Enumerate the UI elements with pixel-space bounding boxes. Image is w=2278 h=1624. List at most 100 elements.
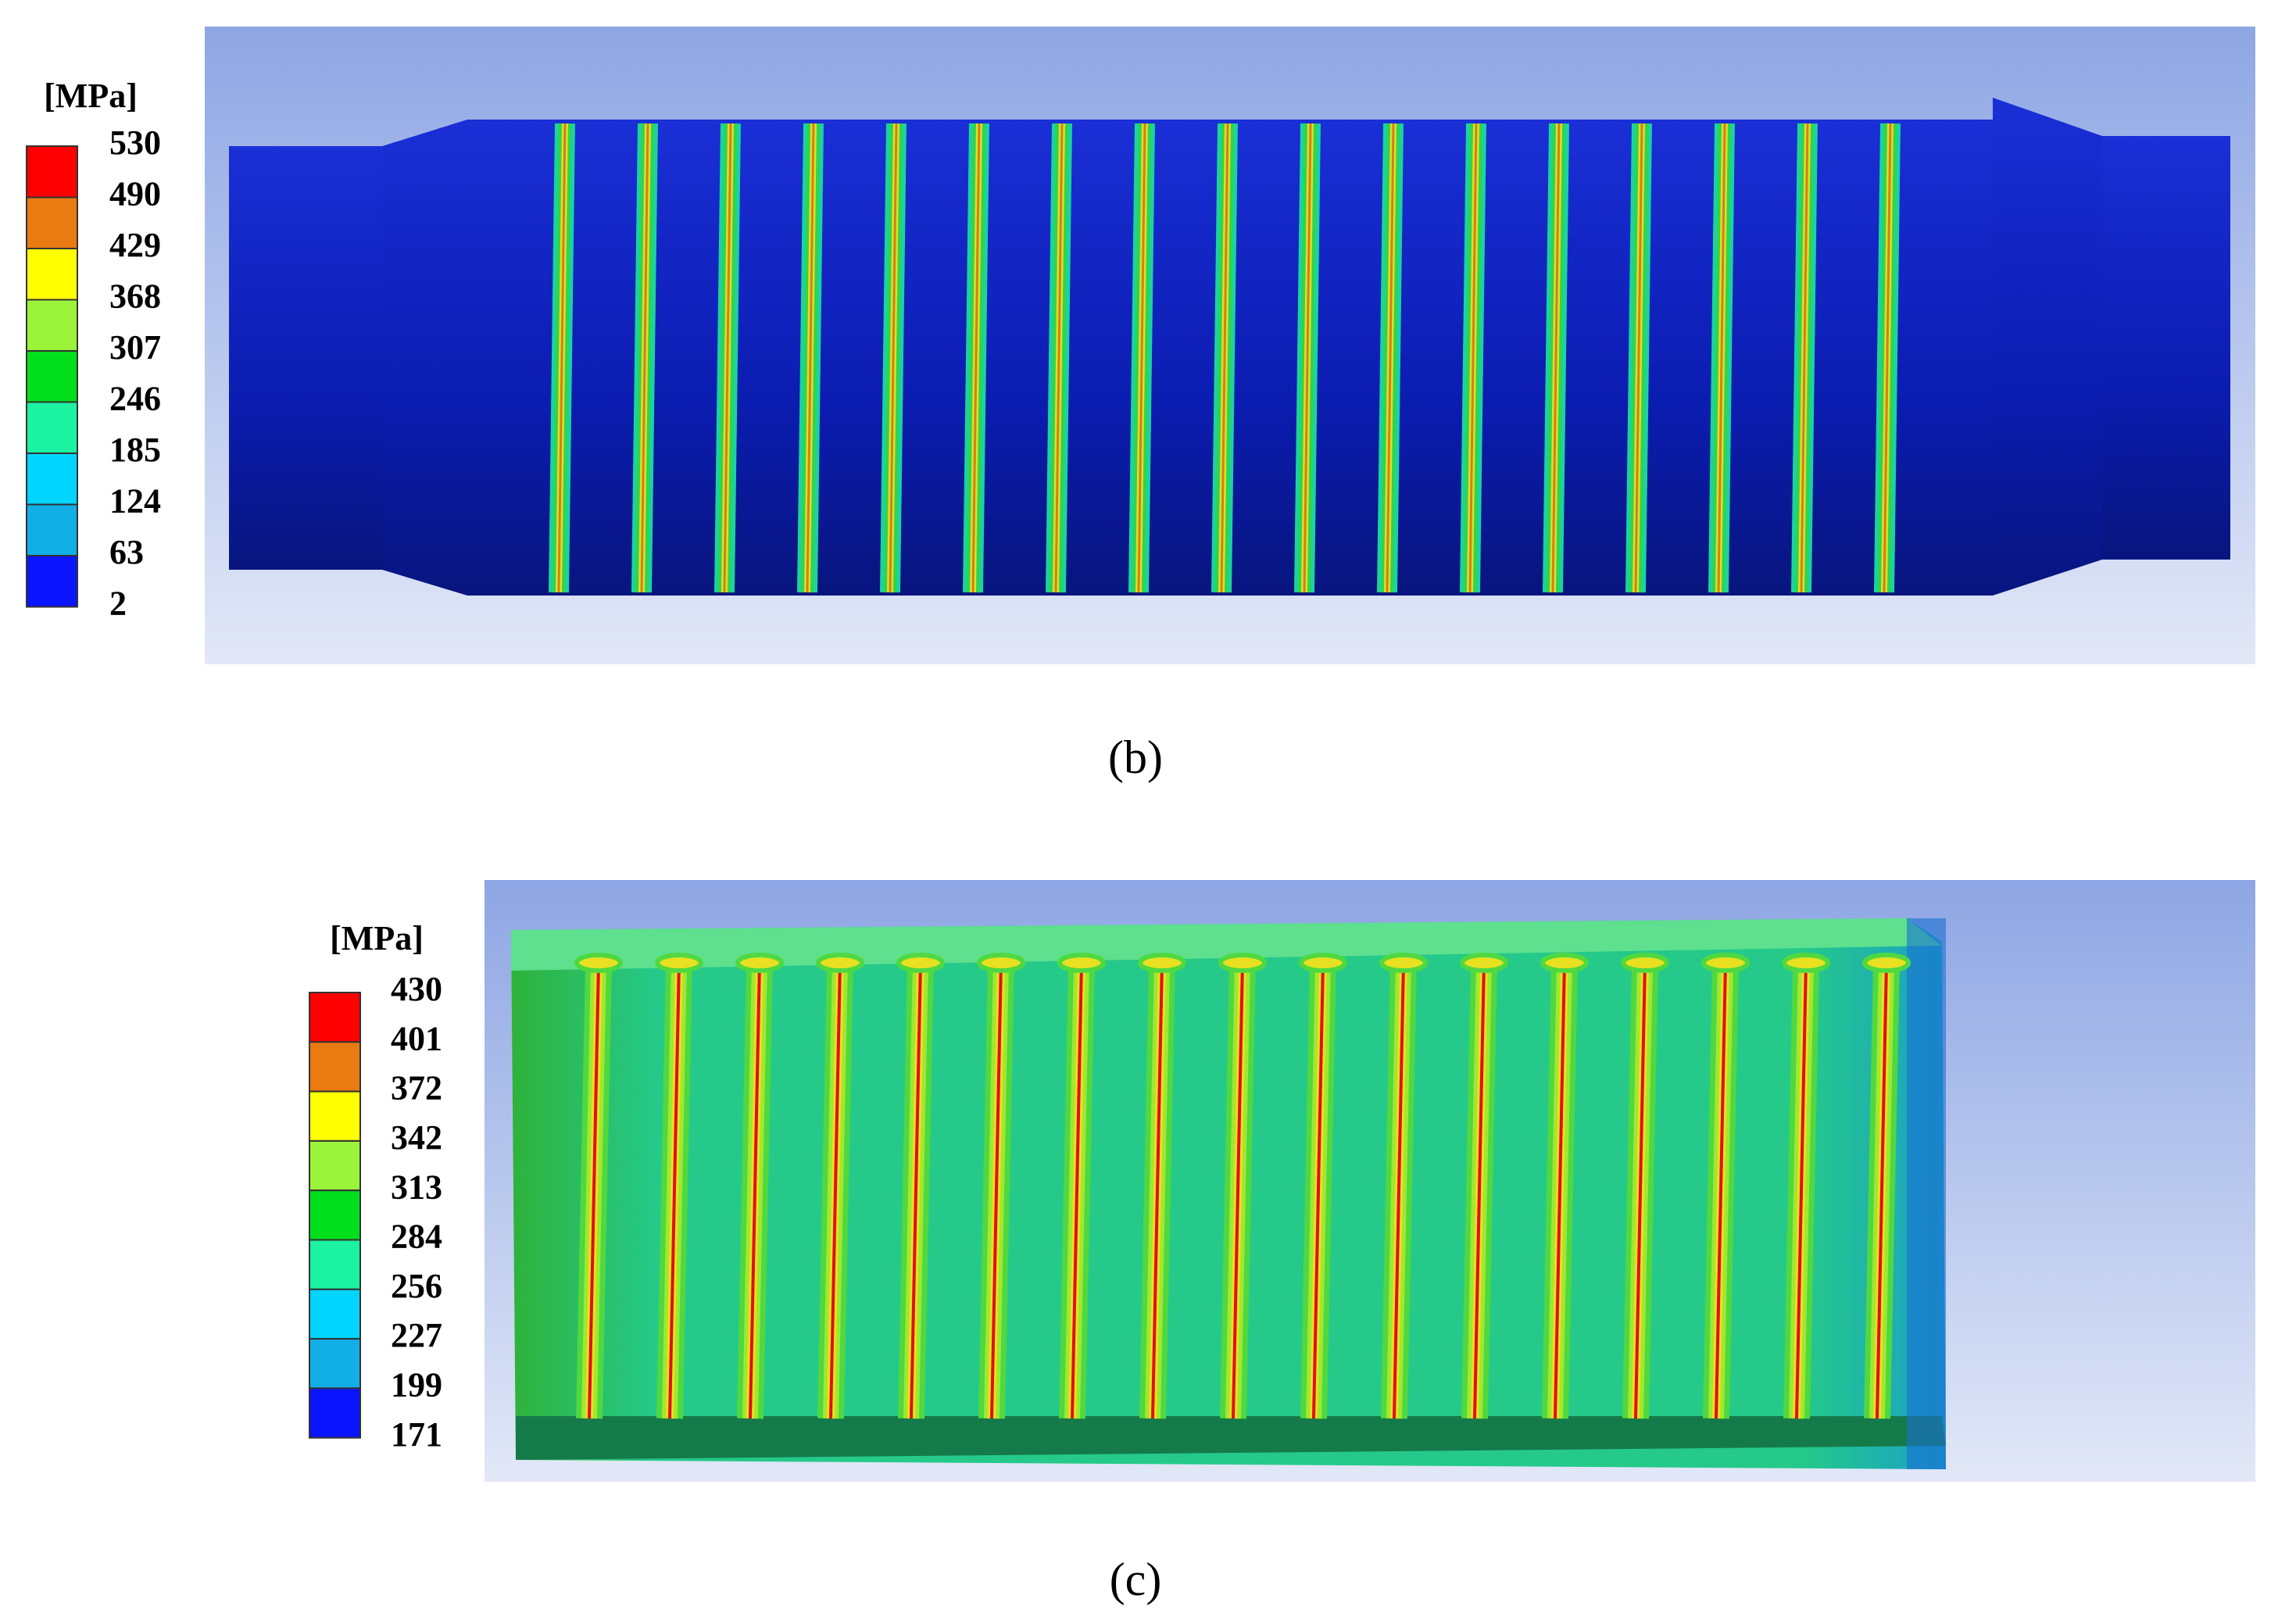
legend-swatch — [309, 1288, 361, 1340]
hole — [896, 953, 945, 973]
legend-label: 227 — [391, 1316, 442, 1354]
stress-band — [668, 962, 681, 1419]
stress-band — [910, 962, 922, 1419]
stress-band — [1151, 962, 1164, 1419]
legend-swatch — [309, 1139, 361, 1192]
edge — [1907, 918, 1946, 1469]
panel-c: [MPa] 430 401 372 342 313 284 256 227 199 171 (c) — [309, 880, 2255, 1605]
stress-band — [1232, 962, 1244, 1419]
stress-band — [1876, 962, 1888, 1419]
stress-band — [1071, 962, 1083, 1419]
legend-label: 401 — [391, 1019, 442, 1057]
hole — [1862, 953, 1911, 973]
legend-label: 63 — [109, 533, 144, 571]
legend-swatch — [26, 503, 78, 556]
hole — [1540, 953, 1589, 973]
hole — [1460, 953, 1508, 973]
stress-band — [557, 123, 567, 593]
stress-band — [971, 123, 981, 593]
hole — [1218, 953, 1267, 973]
panel-caption: (c) — [1110, 1554, 1162, 1605]
taper — [382, 120, 467, 596]
legend-label: 185 — [109, 431, 161, 469]
hole — [655, 953, 703, 973]
legend-label: 284 — [391, 1218, 442, 1256]
legend-swatch — [309, 1090, 361, 1142]
hole — [816, 953, 864, 973]
legend-swatch — [309, 1338, 361, 1390]
legend-label: 368 — [109, 277, 161, 316]
hole — [1379, 953, 1428, 973]
stress-band — [1468, 123, 1478, 593]
legend-label: 2 — [109, 585, 127, 623]
stress-band — [829, 962, 842, 1419]
stress-band — [1634, 962, 1647, 1419]
end-cap — [2102, 136, 2230, 560]
legend-swatch — [26, 299, 78, 352]
legend-swatch — [309, 1387, 361, 1439]
stress-band — [1554, 962, 1566, 1419]
hole — [1782, 953, 1830, 973]
stress-band — [1054, 123, 1064, 593]
hole — [977, 953, 1025, 973]
legend-label: 313 — [391, 1168, 442, 1206]
legend-label: 199 — [391, 1365, 442, 1404]
legend-label: 530 — [109, 123, 161, 162]
hole — [1621, 953, 1669, 973]
legend-label: 307 — [109, 328, 161, 367]
panel-caption: (b) — [1108, 732, 1163, 783]
stress-band — [1473, 962, 1486, 1419]
legend-swatch — [26, 350, 78, 403]
legend-swatch — [26, 145, 78, 199]
legend-swatch — [309, 1189, 361, 1241]
legend-unit: [MPa] — [330, 919, 424, 957]
stress-band — [1717, 123, 1726, 593]
stress-band — [806, 123, 815, 593]
panel-b: [MPa] 530 490 429 368 307 246 185 124 63 2 (b) — [26, 27, 2255, 783]
hole — [1299, 953, 1347, 973]
taper — [1993, 98, 2102, 596]
legend-swatch — [26, 196, 78, 249]
legend-swatch — [309, 992, 361, 1043]
stress-band — [1312, 962, 1325, 1419]
hole — [574, 953, 623, 973]
stress-band — [990, 962, 1003, 1419]
stress-band — [1220, 123, 1229, 593]
legend-swatch — [309, 1239, 361, 1290]
stress-bands — [574, 953, 1911, 1419]
stress-band — [1137, 123, 1146, 593]
stress-band — [588, 962, 600, 1419]
stress-band — [723, 123, 732, 593]
end-cap — [229, 146, 382, 570]
stress-band — [1551, 123, 1561, 593]
legend-label: 171 — [391, 1415, 442, 1454]
stress-band — [1715, 962, 1727, 1419]
legend-swatch — [309, 1041, 361, 1093]
stress-band — [1393, 962, 1405, 1419]
stress-band — [1303, 123, 1312, 593]
top-band — [511, 918, 1942, 971]
hole — [1057, 953, 1106, 973]
legend-label: 246 — [109, 380, 161, 418]
stress-band — [889, 123, 898, 593]
stress-band — [640, 123, 649, 593]
stress-band — [1800, 123, 1809, 593]
legend-swatch — [26, 555, 78, 608]
bottom-band — [516, 1416, 1946, 1460]
legend-label: 342 — [391, 1118, 442, 1157]
legend-label: 430 — [391, 970, 442, 1008]
hole — [1138, 953, 1186, 973]
stress-band — [1386, 123, 1395, 593]
legend-label: 490 — [109, 175, 161, 213]
stress-band — [1883, 123, 1892, 593]
legend-label: 429 — [109, 226, 161, 264]
legend-label: 256 — [391, 1267, 442, 1305]
legend-swatch — [26, 248, 78, 301]
stress-band — [1795, 962, 1808, 1419]
legend-unit: [MPa] — [44, 77, 138, 115]
stress-bands — [549, 123, 1901, 593]
legend-swatch — [26, 401, 78, 454]
hole — [735, 953, 784, 973]
